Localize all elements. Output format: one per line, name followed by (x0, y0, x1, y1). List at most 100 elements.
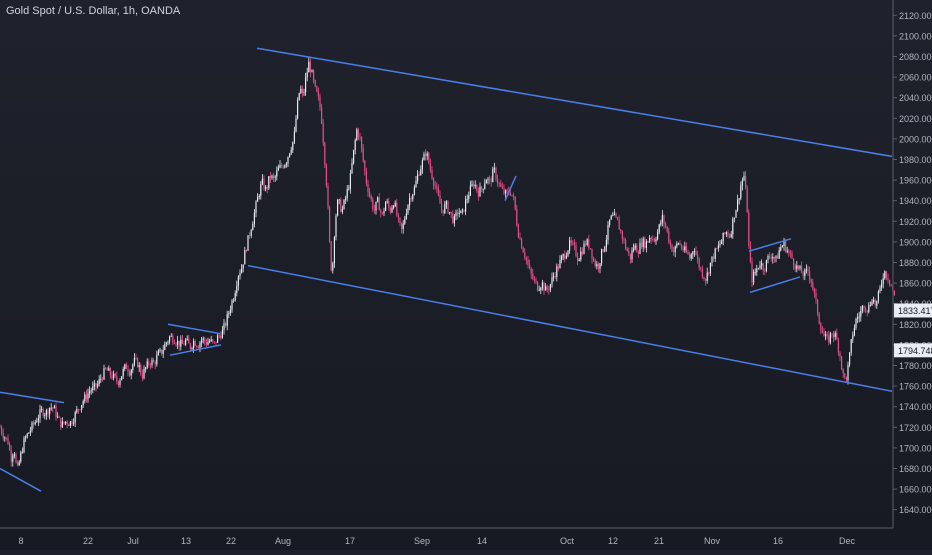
candle-body (849, 352, 851, 365)
price-tick-label: 2000.000 (899, 134, 932, 144)
time-tick-label: 16 (773, 536, 783, 546)
candle-body (714, 248, 716, 259)
candle-body (29, 430, 31, 433)
candle-body (828, 335, 830, 343)
candle-body (7, 437, 9, 445)
candle-body (333, 237, 335, 264)
trendline[interactable] (0, 391, 65, 404)
trendline[interactable] (247, 264, 893, 392)
candle-body (844, 373, 846, 377)
candle-body (138, 365, 140, 368)
candle-body (76, 409, 78, 413)
candle-body (845, 376, 847, 381)
candle-body (58, 416, 60, 418)
candle-body (2, 432, 4, 438)
candle-body (359, 136, 361, 138)
candle-body (543, 282, 545, 291)
candle-body (439, 195, 441, 204)
candle-body (452, 213, 454, 224)
trendline[interactable] (169, 344, 222, 356)
candle-body (505, 190, 507, 194)
candle-body (799, 266, 801, 269)
candle-body (420, 168, 422, 176)
candle-body (161, 349, 163, 354)
candle-body (777, 256, 779, 259)
candle-body (716, 248, 718, 250)
trendline[interactable] (256, 47, 893, 158)
candle-body (489, 178, 491, 180)
trendline[interactable] (749, 276, 801, 294)
candle-body (319, 96, 321, 108)
candle-body (815, 292, 817, 300)
price-tick-label: 1880.000 (899, 258, 932, 268)
candle-body (813, 288, 815, 293)
trendline[interactable] (0, 467, 42, 492)
candle-body (170, 335, 172, 337)
candle-body (698, 259, 700, 268)
candle-body (663, 215, 665, 224)
candle-body (725, 232, 727, 234)
price-tick-label: 1860.000 (899, 279, 932, 289)
candle-body (351, 163, 353, 174)
candle-body (485, 180, 487, 184)
candle-body (767, 256, 769, 260)
candle-body (194, 341, 196, 346)
candle-body (671, 244, 673, 252)
candle-body (52, 407, 54, 409)
candle-body (769, 256, 771, 258)
candle-body (241, 268, 243, 274)
candle-body (101, 378, 103, 380)
candle-body (74, 412, 76, 423)
candle-body (229, 309, 231, 313)
candle-body (65, 421, 67, 424)
candle-body (191, 347, 193, 349)
candle-body (66, 421, 68, 425)
candle-body (842, 369, 844, 374)
candle-body (669, 242, 671, 245)
candle-body (445, 201, 447, 205)
candle-body (487, 178, 489, 181)
candle-body (559, 259, 561, 269)
candle-body (309, 61, 311, 73)
candle-body (565, 255, 567, 259)
candle-body (365, 171, 367, 184)
price-tick-label: 1980.000 (899, 155, 932, 165)
candle-body (204, 338, 206, 342)
candle-body (189, 343, 191, 349)
candle-body (364, 160, 366, 172)
time-tick-label: 12 (608, 536, 618, 546)
trendline[interactable] (748, 238, 792, 252)
candle-body (117, 381, 119, 386)
candle-body (153, 360, 155, 363)
candle-body (602, 249, 604, 252)
candle-body (426, 153, 428, 157)
candle-body (551, 277, 553, 285)
candle-body (661, 215, 663, 223)
candle-body (429, 163, 431, 170)
price-tick-label: 2100.000 (899, 31, 932, 41)
candle-body (404, 218, 406, 224)
candle-body (887, 277, 889, 280)
candle-body (575, 245, 577, 257)
candle-body (260, 184, 262, 196)
candle-body (577, 256, 579, 261)
candle-body (97, 383, 99, 387)
candle-body (108, 368, 110, 371)
candle-body (111, 375, 113, 379)
candle-body (644, 238, 646, 248)
candle-body (703, 277, 705, 280)
candle-body (457, 212, 459, 215)
price-tick-label: 1960.000 (899, 176, 932, 186)
price-tick-label: 1680.000 (899, 464, 932, 474)
candle-body (277, 167, 279, 171)
candle-body (114, 373, 116, 377)
time-tick-label: Jul (127, 536, 139, 546)
candle-body (20, 452, 22, 462)
candle-body (362, 148, 364, 161)
time-tick-label: 21 (654, 536, 664, 546)
candle-body (853, 327, 855, 336)
trendline[interactable] (504, 175, 517, 202)
trendline[interactable] (167, 323, 221, 335)
